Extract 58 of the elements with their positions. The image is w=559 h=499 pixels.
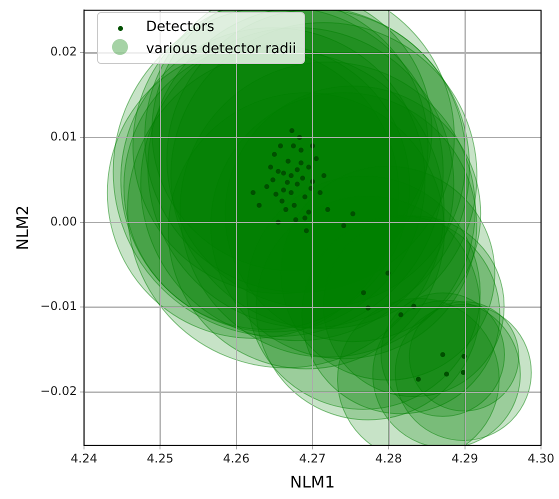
y-tick-label: 0.00 <box>50 214 77 228</box>
point <box>341 223 346 228</box>
point <box>290 143 296 148</box>
point <box>314 156 319 162</box>
point <box>284 180 290 185</box>
point <box>288 173 294 178</box>
point <box>268 164 274 170</box>
point <box>281 188 286 193</box>
x-tick-label: 4.30 <box>528 452 554 466</box>
legend-label: various detector radii <box>146 41 296 57</box>
point <box>289 128 294 134</box>
point <box>256 202 262 208</box>
point <box>278 143 283 148</box>
point <box>325 207 330 212</box>
point <box>444 372 450 377</box>
point <box>281 170 286 176</box>
point <box>398 312 404 318</box>
point <box>298 160 304 166</box>
point <box>304 228 309 234</box>
point <box>302 194 308 200</box>
x-tick-label: 4.28 <box>375 452 402 466</box>
point <box>270 177 276 182</box>
x-axis-title: NLM1 <box>290 472 335 492</box>
point <box>350 211 356 216</box>
point <box>280 198 285 204</box>
y-tick-label: 0.02 <box>50 44 77 59</box>
point <box>306 210 312 215</box>
x-tick-label: 4.24 <box>70 452 98 466</box>
point <box>288 190 294 196</box>
point <box>318 190 323 196</box>
point <box>298 148 304 153</box>
y-tick-label: 0.01 <box>50 130 77 144</box>
point <box>302 216 308 221</box>
point <box>306 164 312 170</box>
y-axis-title: NLM2 <box>12 205 32 250</box>
x-tick-label: 4.25 <box>146 452 174 466</box>
point <box>321 173 326 178</box>
point <box>294 182 300 187</box>
x-tick-label: 4.29 <box>451 452 478 466</box>
point <box>294 167 300 172</box>
point <box>273 192 278 197</box>
x-tick-label: 4.27 <box>299 452 326 466</box>
point <box>361 290 366 296</box>
point <box>300 176 306 181</box>
point <box>286 158 291 164</box>
point <box>293 217 298 222</box>
point <box>440 352 446 358</box>
point <box>283 207 288 212</box>
y-tick-label: −0.01 <box>40 299 77 314</box>
point <box>250 190 256 196</box>
point <box>416 376 421 382</box>
y-tick-label: −0.02 <box>40 384 77 398</box>
point <box>292 202 297 208</box>
x-tick-label: 4.26 <box>222 452 250 466</box>
point <box>264 184 270 190</box>
point <box>276 168 281 174</box>
point <box>272 152 277 157</box>
legend-label: Detectors <box>146 19 214 35</box>
